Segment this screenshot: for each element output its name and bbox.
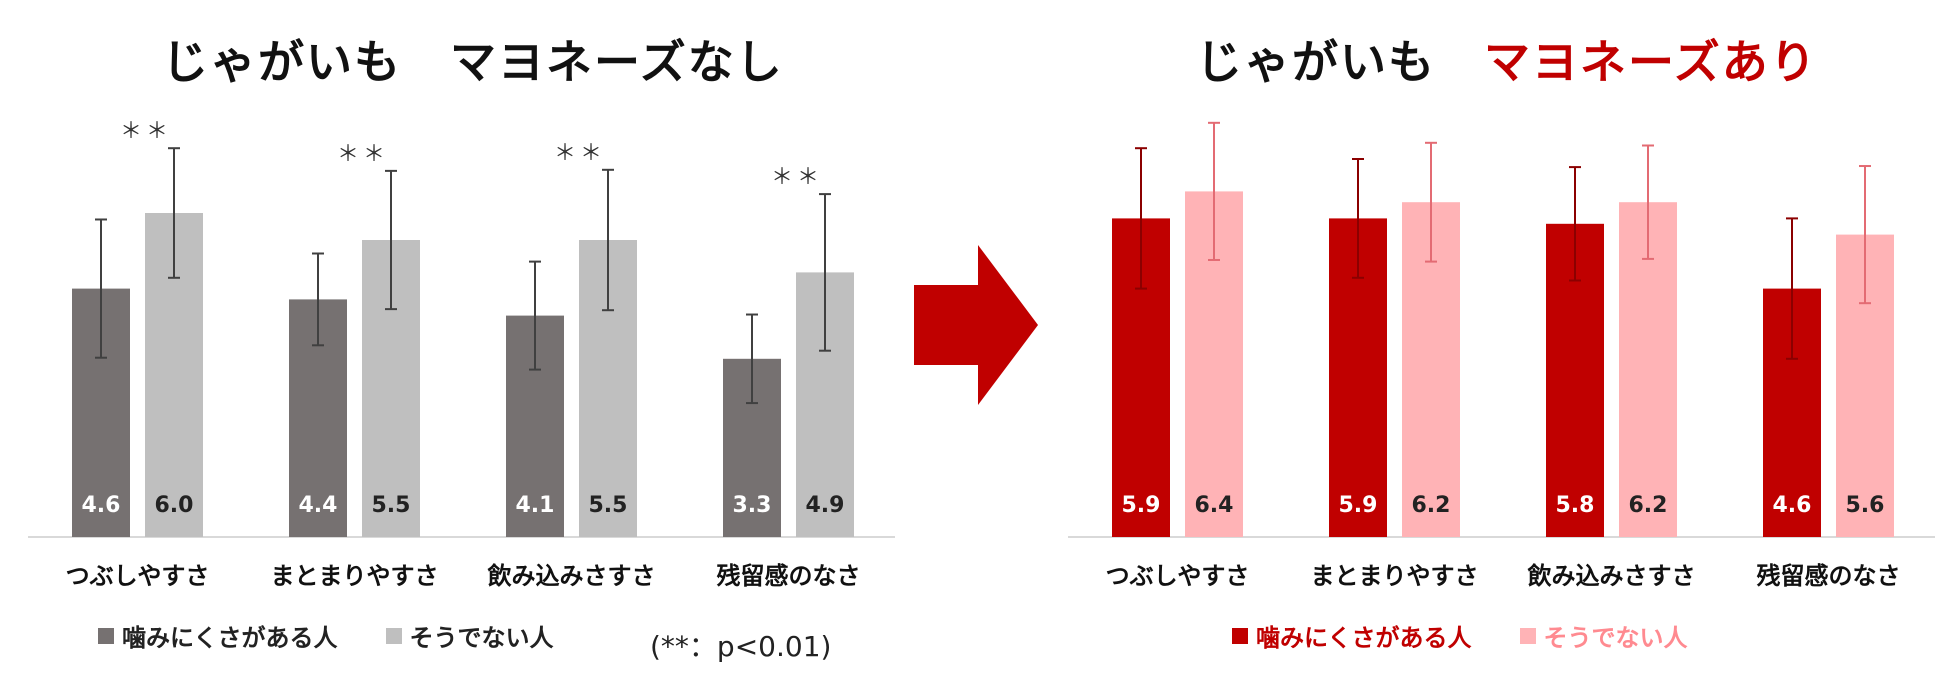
title-prefix: じゃがいも xyxy=(162,35,450,89)
category-label: つぶしやすさ xyxy=(1106,562,1250,590)
title-main: マヨネーズなし xyxy=(450,35,784,89)
data-label: 6.0 xyxy=(155,493,194,518)
category-label: つぶしやすさ xyxy=(66,562,210,590)
legend-item: そうでない人 xyxy=(1519,618,1688,653)
legend-label: 噛みにくさがある人 xyxy=(122,624,338,652)
category-label: 残留感のなさ xyxy=(717,562,861,590)
data-label: 6.2 xyxy=(1629,493,1668,518)
legend-label: そうでない人 xyxy=(1543,624,1688,652)
chart-title-left: じゃがいも マヨネーズなし xyxy=(162,26,784,92)
data-label: 4.4 xyxy=(299,493,338,518)
legend-swatch xyxy=(98,627,114,644)
significance-marker: ＊＊ xyxy=(120,119,172,144)
legend-right: 噛みにくさがある人 そうでない人 xyxy=(1232,618,1736,653)
category-label: 飲み込みさすさ xyxy=(1527,562,1696,590)
legend-item: 噛みにくさがある人 xyxy=(98,618,338,653)
data-label: 5.8 xyxy=(1556,493,1595,518)
chart-title-right: じゃがいも マヨネーズあり xyxy=(1196,26,1818,92)
title-prefix: じゃがいも xyxy=(1196,35,1484,89)
legend-swatch xyxy=(1519,627,1536,644)
legend-label: 噛みにくさがある人 xyxy=(1256,624,1472,652)
data-label: 4.9 xyxy=(806,493,845,518)
significance-marker: ＊＊ xyxy=(337,142,389,167)
significance-marker: ＊＊ xyxy=(771,165,823,190)
significance-marker: ＊＊ xyxy=(554,141,606,166)
category-label: 飲み込みさすさ xyxy=(487,562,656,590)
data-label: 3.3 xyxy=(733,493,772,518)
legend-item: 噛みにくさがある人 xyxy=(1232,618,1472,653)
data-label: 5.6 xyxy=(1846,493,1885,518)
data-label: 5.5 xyxy=(589,493,628,518)
category-label: 残留感のなさ xyxy=(1757,562,1901,590)
legend-left: 噛みにくさがある人 そうでない人 xyxy=(98,618,602,653)
data-label: 4.6 xyxy=(82,493,121,518)
title-main-accent: マヨネーズあり xyxy=(1484,35,1818,89)
category-label: まとまりやすさ xyxy=(271,562,439,590)
data-label: 5.9 xyxy=(1339,493,1378,518)
data-label: 5.5 xyxy=(372,493,411,518)
chart-with-mayonnaise: 5.9 6.4 つぶしやすさ 5.9 6.2 まとまりやすさ 5.8 6.2 飲み込みさすさ 4.… xyxy=(1068,121,1935,590)
chart-without-mayonnaise: 4.6 6.0 ＊＊ つぶしやすさ 4.4 5.5 ＊＊ まとまりやすさ 4.1 5.5 ＊＊ 飲み込… xyxy=(28,119,895,590)
legend-swatch xyxy=(385,627,402,644)
data-label: 6.2 xyxy=(1412,493,1451,518)
data-label: 6.4 xyxy=(1195,493,1234,518)
data-label: 5.9 xyxy=(1122,493,1161,518)
legend-label: そうでない人 xyxy=(409,624,554,652)
legend-item: そうでない人 xyxy=(385,618,554,653)
significance-note: (**：p<0.01) xyxy=(650,630,832,663)
data-label: 4.6 xyxy=(1773,493,1812,518)
data-label: 4.1 xyxy=(516,493,555,518)
legend-swatch xyxy=(1232,627,1248,644)
right-arrow-icon xyxy=(914,245,1038,405)
category-label: まとまりやすさ xyxy=(1311,562,1479,590)
